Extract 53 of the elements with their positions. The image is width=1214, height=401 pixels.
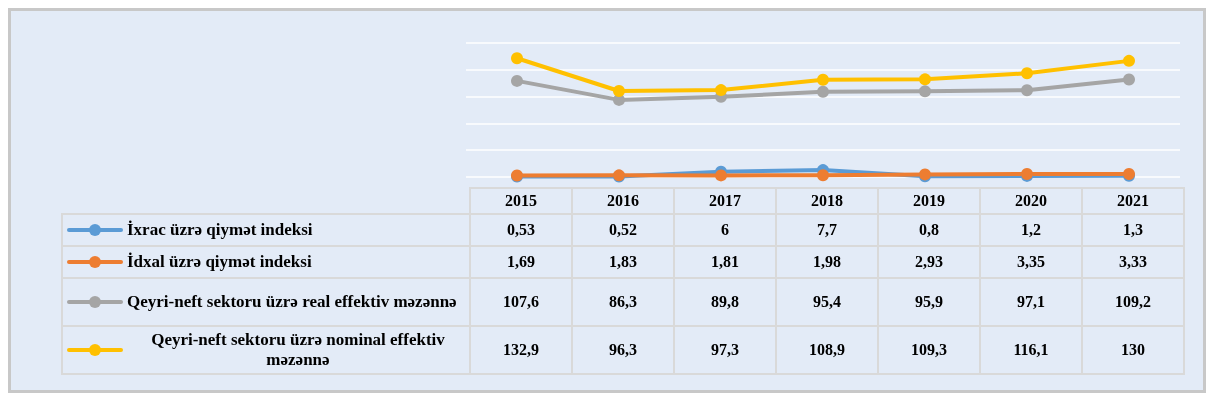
x-tick-label: 2016 [572, 188, 674, 214]
legend-label: Qeyri-neft sektoru üzrə nominal effektiv məzənnə [150, 330, 446, 370]
point [511, 74, 523, 87]
x-tick-label: 2017 [674, 188, 776, 214]
data-label: 0,53 [470, 214, 572, 246]
point [1021, 67, 1033, 80]
data-label: 1,81 [674, 246, 776, 278]
point [715, 84, 727, 97]
data-label: 97,3 [674, 326, 776, 374]
data-label: 1,98 [776, 246, 878, 278]
data-label: 1,69 [470, 246, 572, 278]
point [817, 73, 829, 86]
point [1123, 73, 1135, 86]
data-label: 109,3 [878, 326, 980, 374]
legend-label: Qeyri-neft sektoru üzrə real effektiv məzənnə [127, 292, 457, 312]
data-label: 95,9 [878, 278, 980, 326]
data-label: 107,6 [470, 278, 572, 326]
point [1123, 54, 1135, 67]
point [715, 169, 727, 182]
x-tick-label: 2020 [980, 188, 1082, 214]
data-label: 109,2 [1082, 278, 1184, 326]
data-label: 116,1 [980, 326, 1082, 374]
point [511, 52, 523, 65]
data-label: 3,33 [1082, 246, 1184, 278]
point [919, 85, 931, 98]
data-label: 95,4 [776, 278, 878, 326]
data-label: 96,3 [572, 326, 674, 374]
data-label: 1,3 [1082, 214, 1184, 246]
data-label: 3,35 [980, 246, 1082, 278]
data-label: 1,83 [572, 246, 674, 278]
point [919, 73, 931, 86]
data-label: 86,3 [572, 278, 674, 326]
data-label: 130 [1082, 326, 1184, 374]
data-label: 97,1 [980, 278, 1082, 326]
x-tick-label: 2019 [878, 188, 980, 214]
x-tick-label: 2015 [470, 188, 572, 214]
x-tick-label: 2018 [776, 188, 878, 214]
data-label: 1,2 [980, 214, 1082, 246]
point [1021, 84, 1033, 97]
data-label: 6 [674, 214, 776, 246]
legend-label: İxrac üzrə qiymət indeksi [127, 220, 313, 240]
data-label: 132,9 [470, 326, 572, 374]
point [613, 84, 625, 97]
data-label: 0,52 [572, 214, 674, 246]
data-label: 2,93 [878, 246, 980, 278]
legend-label: İdxal üzrə qiymət indeksi [127, 252, 312, 272]
point [817, 169, 829, 182]
data-label: 108,9 [776, 326, 878, 374]
data-label: 0,8 [878, 214, 980, 246]
data-label: 89,8 [674, 278, 776, 326]
x-tick-label: 2021 [1082, 188, 1184, 214]
data-label: 7,7 [776, 214, 878, 246]
point [817, 85, 829, 98]
